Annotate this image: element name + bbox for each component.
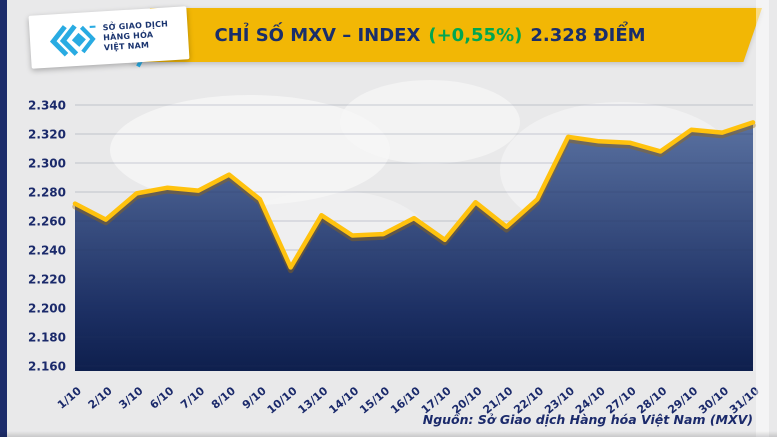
y-tick-label: 2.240 bbox=[28, 244, 66, 258]
x-tick-label: 10/10 bbox=[265, 384, 300, 416]
x-tick-label: 1/10 bbox=[55, 384, 84, 412]
x-tick-label: 15/10 bbox=[357, 384, 392, 416]
title-change-percent: (+0,55%) bbox=[428, 24, 523, 46]
worldmap-blob bbox=[340, 80, 520, 164]
index-line-shadow bbox=[72, 122, 756, 274]
y-tick-label: 2.320 bbox=[28, 128, 66, 142]
y-tick-label: 2.220 bbox=[28, 273, 66, 287]
source-note: Nguồn: Sở Giao dịch Hàng hóa Việt Nam (M… bbox=[422, 412, 753, 427]
x-tick-label: 8/10 bbox=[209, 384, 238, 412]
x-tick-label: 6/10 bbox=[147, 384, 176, 412]
x-tick-label: 14/10 bbox=[326, 384, 361, 416]
mxv-logo: SỞ GIAO DỊCH HÀNG HÓA VIỆT NAM bbox=[28, 6, 190, 69]
chart-title: CHỈ SỐ MXV – INDEX (+0,55%) 2.328 ĐIỂM bbox=[130, 8, 730, 62]
y-tick-label: 2.180 bbox=[28, 331, 66, 345]
title-prefix: CHỈ SỐ MXV – INDEX bbox=[214, 24, 421, 46]
y-tick-label: 2.340 bbox=[28, 99, 66, 113]
y-tick-label: 2.200 bbox=[28, 302, 66, 316]
x-tick-label: 16/10 bbox=[388, 384, 423, 416]
bottom-shadow bbox=[0, 431, 777, 437]
x-tick-label: 3/10 bbox=[117, 384, 146, 412]
area-fill bbox=[75, 122, 753, 372]
x-tick-label: 2/10 bbox=[86, 384, 115, 412]
index-line bbox=[72, 120, 756, 270]
right-light-band bbox=[756, 0, 769, 437]
x-tick-label: 7/10 bbox=[178, 384, 207, 412]
y-tick-label: 2.300 bbox=[28, 157, 66, 171]
y-tick-label: 2.260 bbox=[28, 215, 66, 229]
worldmap-blob bbox=[110, 95, 390, 205]
left-accent-bar bbox=[0, 0, 7, 437]
y-tick-label: 2.280 bbox=[28, 186, 66, 200]
y-tick-label: 2.160 bbox=[28, 360, 66, 374]
x-tick-label: 13/10 bbox=[296, 384, 331, 416]
title-index-value: 2.328 ĐIỂM bbox=[530, 24, 646, 46]
mxv-chevrons-icon bbox=[50, 23, 96, 56]
